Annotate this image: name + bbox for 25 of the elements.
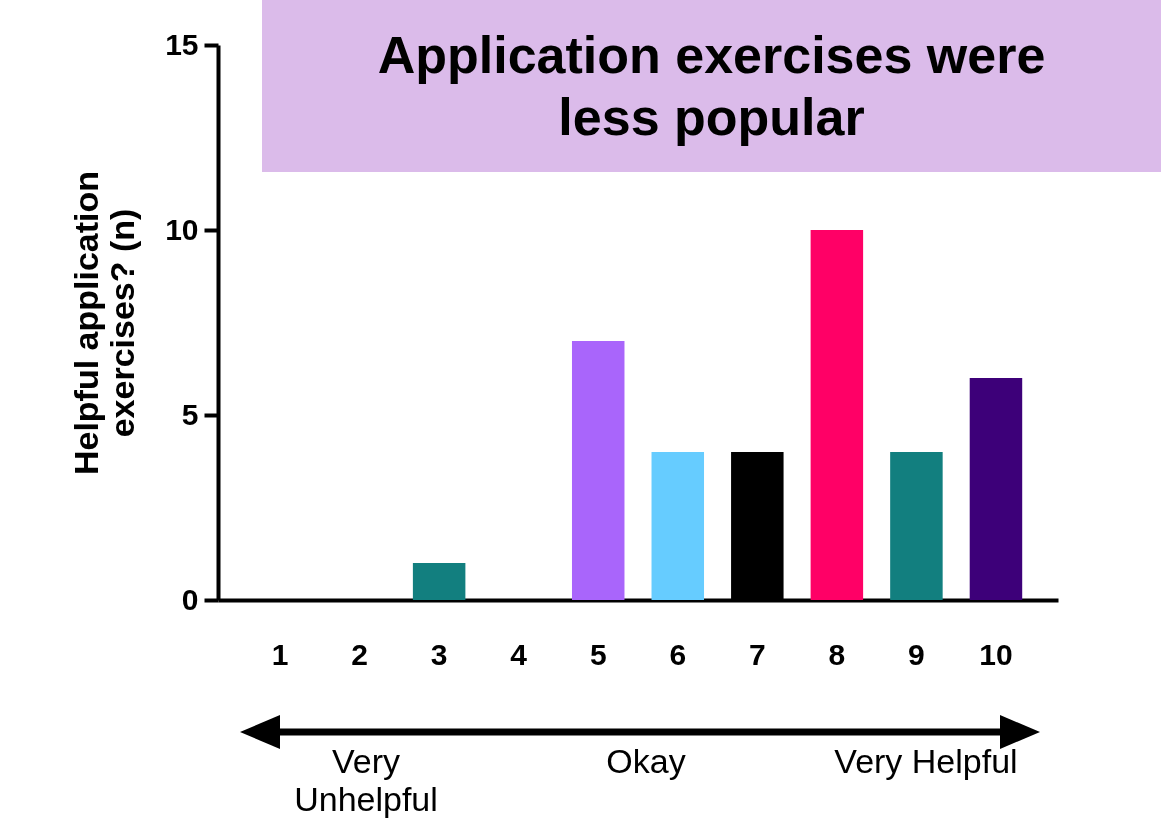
- y-tick-label: 15: [165, 27, 199, 61]
- text: Very Unhelpful: [293, 742, 439, 818]
- x-tick-label: 3: [430, 637, 448, 671]
- y-tick-label: 0: [181, 582, 199, 616]
- bar: [810, 230, 864, 600]
- bar: [890, 452, 943, 600]
- x-tick-label: 7: [748, 637, 766, 671]
- bar: [651, 452, 705, 600]
- x-tick-label: 5: [589, 637, 607, 671]
- y-tick-label: 10: [165, 212, 199, 246]
- x-tick-label: 10: [979, 637, 1013, 671]
- x-tick-label: 1: [271, 637, 289, 671]
- y-axis-title: Helpful application exercises? (n): [67, 170, 142, 476]
- bar: [969, 378, 1023, 600]
- x-tick-label: 9: [908, 637, 925, 671]
- x-tick-label: 8: [828, 637, 846, 671]
- bar: [571, 341, 625, 600]
- text: Okay: [605, 742, 687, 780]
- x-tick-label: 6: [669, 637, 687, 671]
- x-tick-label: 2: [351, 637, 368, 671]
- y-tick-label: 5: [181, 397, 199, 431]
- title-banner: Application exercises were less popular: [262, 0, 1161, 172]
- bar: [412, 563, 466, 600]
- x-tick-label: 4: [510, 637, 528, 671]
- text: Very Helpful: [833, 742, 1019, 780]
